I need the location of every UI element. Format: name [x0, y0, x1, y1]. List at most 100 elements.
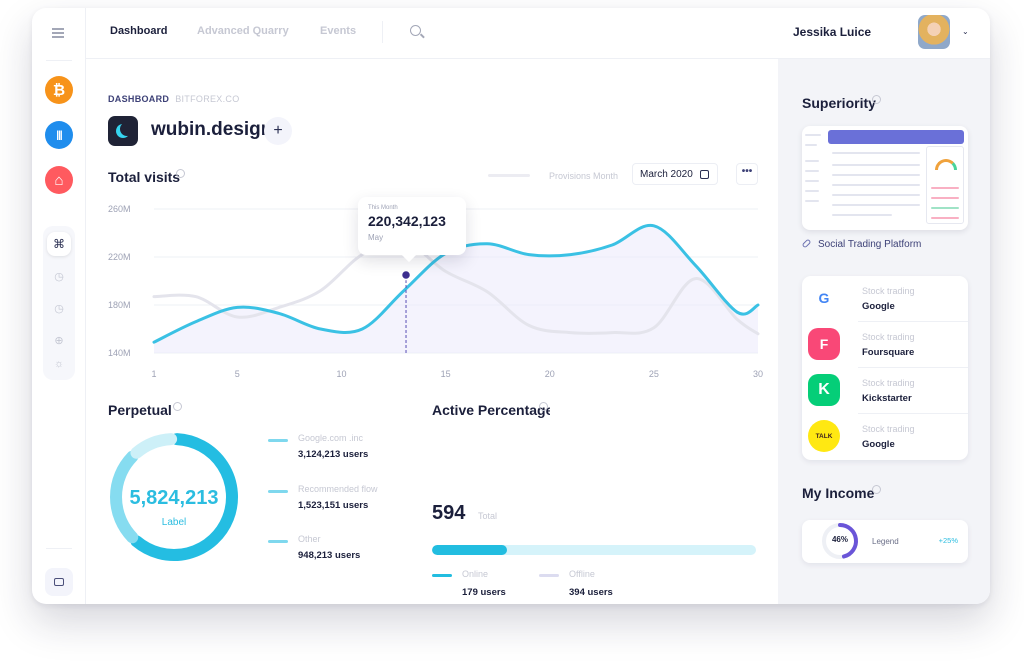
legend-swatch [268, 490, 288, 493]
legend-value: 3,124,213 users [298, 449, 369, 460]
income-card[interactable]: 46% Legend +25% [802, 520, 968, 563]
income-change: +25% [938, 536, 958, 545]
breadcrumb-next[interactable]: BITFOREX.CO [175, 94, 240, 104]
intercom-icon[interactable]: ||| [45, 121, 73, 149]
globe-icon[interactable]: ⊕ [54, 334, 64, 347]
thumbnail-line [832, 194, 920, 196]
legend-value: 948,213 users [298, 550, 361, 561]
thumbnail-line [832, 174, 920, 176]
divider [858, 321, 968, 322]
tooltip-sub: May [368, 233, 384, 242]
income-legend: Legend [872, 537, 899, 546]
donut-segment [110, 450, 139, 544]
series-line-primary [152, 223, 760, 344]
highlight-point [400, 269, 412, 281]
income-percent: 46% [831, 535, 848, 544]
x-tick-label: 10 [336, 369, 346, 379]
y-tick-label: 180M [108, 300, 131, 310]
chevron-down-icon[interactable]: ⌄ [962, 27, 969, 36]
income-ring [822, 523, 858, 559]
moon-logo-icon [116, 124, 130, 138]
tab-events[interactable]: Events [320, 25, 357, 37]
x-tick-label: 20 [545, 369, 555, 379]
legend-value: 394 users [569, 587, 613, 598]
add-button[interactable]: + [264, 117, 292, 145]
trade-category: Stock trading [862, 378, 915, 388]
tool-group: ⌘ ◷ ◷ ⊕ ☼ [43, 226, 75, 380]
info-icon[interactable] [872, 485, 881, 494]
x-tick-label: 1 [151, 369, 156, 379]
calendar-icon [700, 170, 709, 179]
y-tick-label: 220M [108, 252, 131, 262]
list-item[interactable]: K Stock trading Kickstarter [802, 368, 968, 414]
legend-name: Offline [569, 569, 595, 579]
legend-swatch [268, 540, 288, 543]
platform-link[interactable]: Social Trading Platform [801, 238, 921, 250]
legend-value: 179 users [462, 587, 506, 598]
moon-icon[interactable] [987, 24, 990, 38]
thumbnail-line [805, 160, 819, 162]
divider [858, 367, 968, 368]
thumbnail-line [931, 217, 959, 219]
list-item[interactable]: G Stock trading Google [802, 276, 968, 322]
divider [382, 21, 383, 43]
legend-name: Google.com .inc [298, 433, 364, 443]
search-icon[interactable] [410, 25, 421, 36]
main-content: DASHBOARD BITFOREX.CO wubin.design + Tota… [86, 59, 778, 604]
chart-tooltip: This Month 220,342,123 May [358, 197, 466, 255]
legend-line [488, 174, 530, 177]
info-icon[interactable] [872, 95, 881, 104]
timer-icon[interactable]: ◷ [54, 302, 64, 315]
legend-swatch [539, 574, 559, 577]
divider [46, 60, 72, 61]
list-item[interactable]: F Stock trading Foursquare [802, 322, 968, 368]
sun-icon[interactable]: ☼ [53, 358, 65, 370]
active-progress-fill [432, 545, 507, 555]
thumbnail-line [832, 214, 892, 216]
info-icon[interactable] [539, 402, 548, 411]
info-icon[interactable] [173, 402, 182, 411]
sidebar: ₿ ||| ⌂ ⌘ ◷ ◷ ⊕ ☼ [32, 8, 86, 604]
legend-name: Online [462, 569, 489, 579]
thumbnail-line [931, 197, 959, 199]
user-name[interactable]: Jessika Luice [793, 25, 872, 39]
y-tick-label: 140M [108, 348, 131, 358]
thumbnail-line [931, 187, 959, 189]
breadcrumb-current[interactable]: DASHBOARD [108, 94, 170, 104]
active-title: Active Percentage [432, 402, 550, 418]
airbnb-icon[interactable]: ⌂ [45, 166, 73, 194]
legend-value: 1,523,151 users [298, 500, 369, 511]
trade-name: Google [862, 439, 895, 450]
thumbnail-line [805, 170, 819, 172]
tab-dashboard[interactable]: Dashboard [110, 25, 168, 37]
thumbnail-line [805, 190, 819, 192]
list-item[interactable]: TALK Stock trading Google [802, 414, 968, 460]
legend-swatch [268, 439, 288, 442]
google-icon: G [808, 282, 840, 314]
command-icon[interactable]: ⌘ [47, 232, 71, 256]
ring-fill [838, 523, 858, 559]
trade-category: Stock trading [862, 332, 915, 342]
top-bar: Dashboard Advanced Quarry Events Jessika… [86, 8, 990, 59]
thumbnail-panel [926, 146, 964, 224]
clock-icon[interactable]: ◷ [54, 270, 64, 283]
income-title: My Income [802, 485, 875, 501]
menu-icon[interactable] [52, 28, 64, 38]
tooltip-value: 220,342,123 [368, 213, 446, 229]
legend-swatch [432, 574, 452, 577]
thumbnail-header [828, 130, 964, 144]
bitcoin-icon[interactable]: ₿ [45, 76, 73, 104]
date-picker[interactable]: March 2020 [632, 163, 718, 185]
chat-button[interactable] [45, 568, 73, 596]
thumbnail-line [832, 164, 920, 166]
info-icon[interactable] [176, 169, 185, 178]
avatar[interactable] [918, 15, 950, 49]
legend-name: Recommended flow [298, 484, 378, 494]
more-button[interactable]: ••• [736, 163, 758, 185]
donut-total: 5,824,213 [129, 487, 219, 509]
right-panel: Superiority [778, 59, 990, 604]
chat-icon [54, 578, 64, 586]
tab-advanced-quarry[interactable]: Advanced Quarry [197, 25, 289, 37]
platform-thumbnail[interactable] [802, 126, 968, 230]
